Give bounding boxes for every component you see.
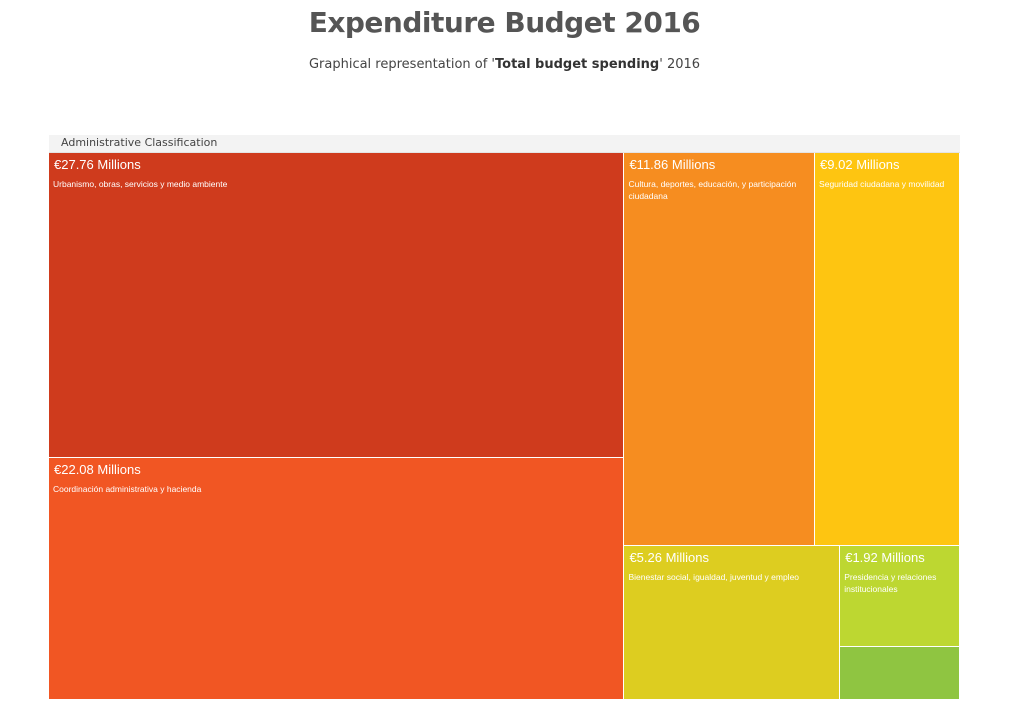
treemap-cell[interactable]: €9.02 Millions Seguridad ciudadana y movi… [815, 153, 960, 547]
subtitle-emphasis: Total budget spending [495, 57, 660, 72]
treemap-cell[interactable]: €1.92 Millions Presidencia y relaciones i… [840, 546, 960, 648]
cell-name-label: Seguridad ciudadana y movilidad [819, 179, 945, 189]
cell-value-label: €22.08 Millions [54, 461, 141, 477]
chart-title: Expenditure Budget 2016 [308, 6, 701, 39]
treemap-cell[interactable]: €11.86 Millions Cultura, deportes, educac… [624, 153, 816, 547]
cell-value-label: €1.92 Millions [845, 550, 925, 566]
subtitle-suffix: ' 2016 [659, 57, 701, 72]
breadcrumb-label[interactable]: Administrative Classification [61, 136, 218, 149]
treemap-cell[interactable] [840, 647, 960, 700]
cell-value-label: €11.86 Millions [629, 157, 716, 172]
treemap-cell[interactable]: €27.76 Millions Urbanismo, obras, servici… [49, 153, 625, 458]
treemap-cell[interactable]: €5.26 Millions Bienestar social, igualdad… [624, 546, 841, 700]
cell-name-label: Presidencia y relaciones institucionales [844, 572, 937, 595]
cell-value-label: €9.02 Millions [820, 157, 900, 172]
subtitle-prefix: Graphical representation of ' [308, 57, 496, 72]
treemap-cell[interactable]: €22.08 Millions Coordinación administrati… [49, 457, 625, 700]
cell-name-label: Cultura, deportes, educación, y particip… [628, 179, 797, 201]
chart-subtitle: Graphical representation of 'Total budge… [0, 57, 1009, 72]
cell-name-label: Bienestar social, igualdad, juventud y e… [628, 572, 800, 583]
breadcrumb[interactable]: Administrative Classification [49, 135, 960, 153]
cell-value-label: €27.76 Millions [54, 157, 141, 172]
cell-name-label: Urbanismo, obras, servicios y medio ambi… [53, 179, 228, 189]
cell-value-label: €5.26 Millions [629, 550, 709, 566]
cell-name-label: Coordinación administrativa y hacienda [53, 483, 202, 494]
treemap-chart: €27.76 Millions Urbanismo, obras, servici… [49, 153, 960, 700]
